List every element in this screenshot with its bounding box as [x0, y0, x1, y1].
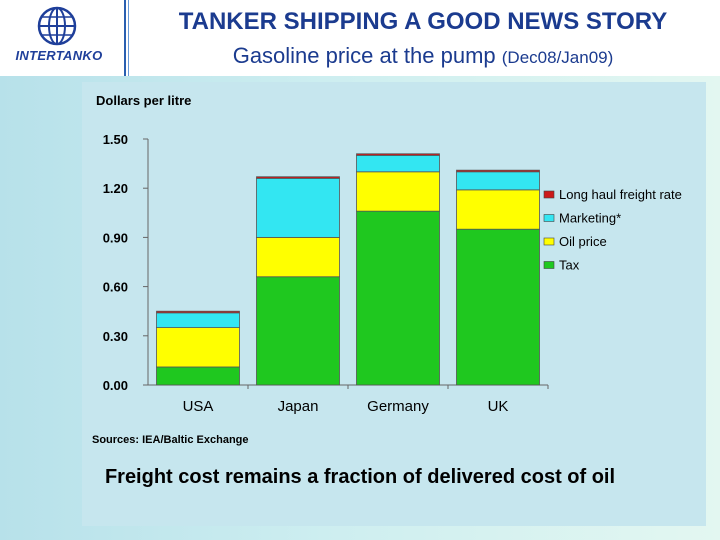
y-tick-label: 0.60 [103, 280, 128, 295]
slide-subtitle: Gasoline price at the pump (Dec08/Jan09) [126, 43, 720, 69]
y-tick-label: 1.50 [103, 132, 128, 147]
bar-segment-oil-price [356, 171, 440, 212]
bar-segment-tax [356, 210, 440, 386]
bar-segment-marketing [456, 171, 540, 191]
y-tick-label: 0.00 [103, 378, 128, 393]
bar-segment-long-haul-freight-rate [356, 153, 440, 156]
x-tick-label: USA [183, 398, 214, 415]
y-tick-label: 0.30 [103, 329, 128, 344]
bar-segment-oil-price [156, 327, 240, 368]
chart-panel: Dollars per litre 1.50 1.20 0.90 0.60 0.30 0.0… [82, 82, 706, 526]
globe-icon [37, 6, 77, 46]
bar-segment-oil-price [256, 236, 340, 278]
x-tick-label: Germany [367, 398, 429, 415]
x-tick-label: UK [488, 398, 509, 415]
legend-swatch [543, 190, 555, 199]
legend-swatch [543, 237, 555, 246]
y-axis-label: Dollars per litre [96, 93, 191, 108]
bar-segment-marketing [156, 312, 240, 328]
source-note: Sources: IEA/Baltic Exchange [92, 434, 249, 446]
subtitle-date: (Dec08/Jan09) [501, 48, 614, 67]
bar-segment-long-haul-freight-rate [156, 310, 240, 314]
bar-segment-tax [256, 276, 340, 386]
intertanko-logo: INTERTANKO [0, 0, 118, 76]
legend-label: Long haul freight rate [559, 187, 682, 202]
stacked-bar-chart: Dollars per litre 1.50 1.20 0.90 0.60 0.30 0.0… [92, 93, 682, 446]
bar-segment-marketing [256, 177, 340, 238]
y-tick-label: 0.90 [103, 230, 128, 245]
legend-label: Tax [559, 258, 580, 273]
legend-swatch [543, 261, 555, 269]
slide-title: TANKER SHIPPING A GOOD NEWS STORY [178, 8, 668, 35]
legend-swatch [543, 214, 555, 222]
logo-text: INTERTANKO [15, 48, 103, 63]
x-tick-label: Japan [278, 398, 319, 415]
header-divider-thin [128, 0, 129, 76]
bar-segment-tax [456, 228, 540, 386]
legend-label: Oil price [559, 234, 607, 249]
y-tick-label: 1.20 [103, 181, 128, 196]
bar-segment-long-haul-freight-rate [256, 176, 340, 179]
subtitle-main: Gasoline price at the pump [232, 43, 496, 68]
header-divider [124, 0, 126, 76]
bar-segment-oil-price [456, 189, 540, 230]
bar-segment-tax [156, 366, 240, 386]
bar-segment-marketing [356, 155, 440, 173]
conclusion-text: Freight cost remains a fraction of deliv… [104, 466, 616, 488]
bar-segment-long-haul-freight-rate [456, 169, 540, 173]
legend-label: Marketing* [559, 211, 621, 226]
header: INTERTANKO TANKER SHIPPING A GOOD NEWS S… [0, 0, 720, 76]
